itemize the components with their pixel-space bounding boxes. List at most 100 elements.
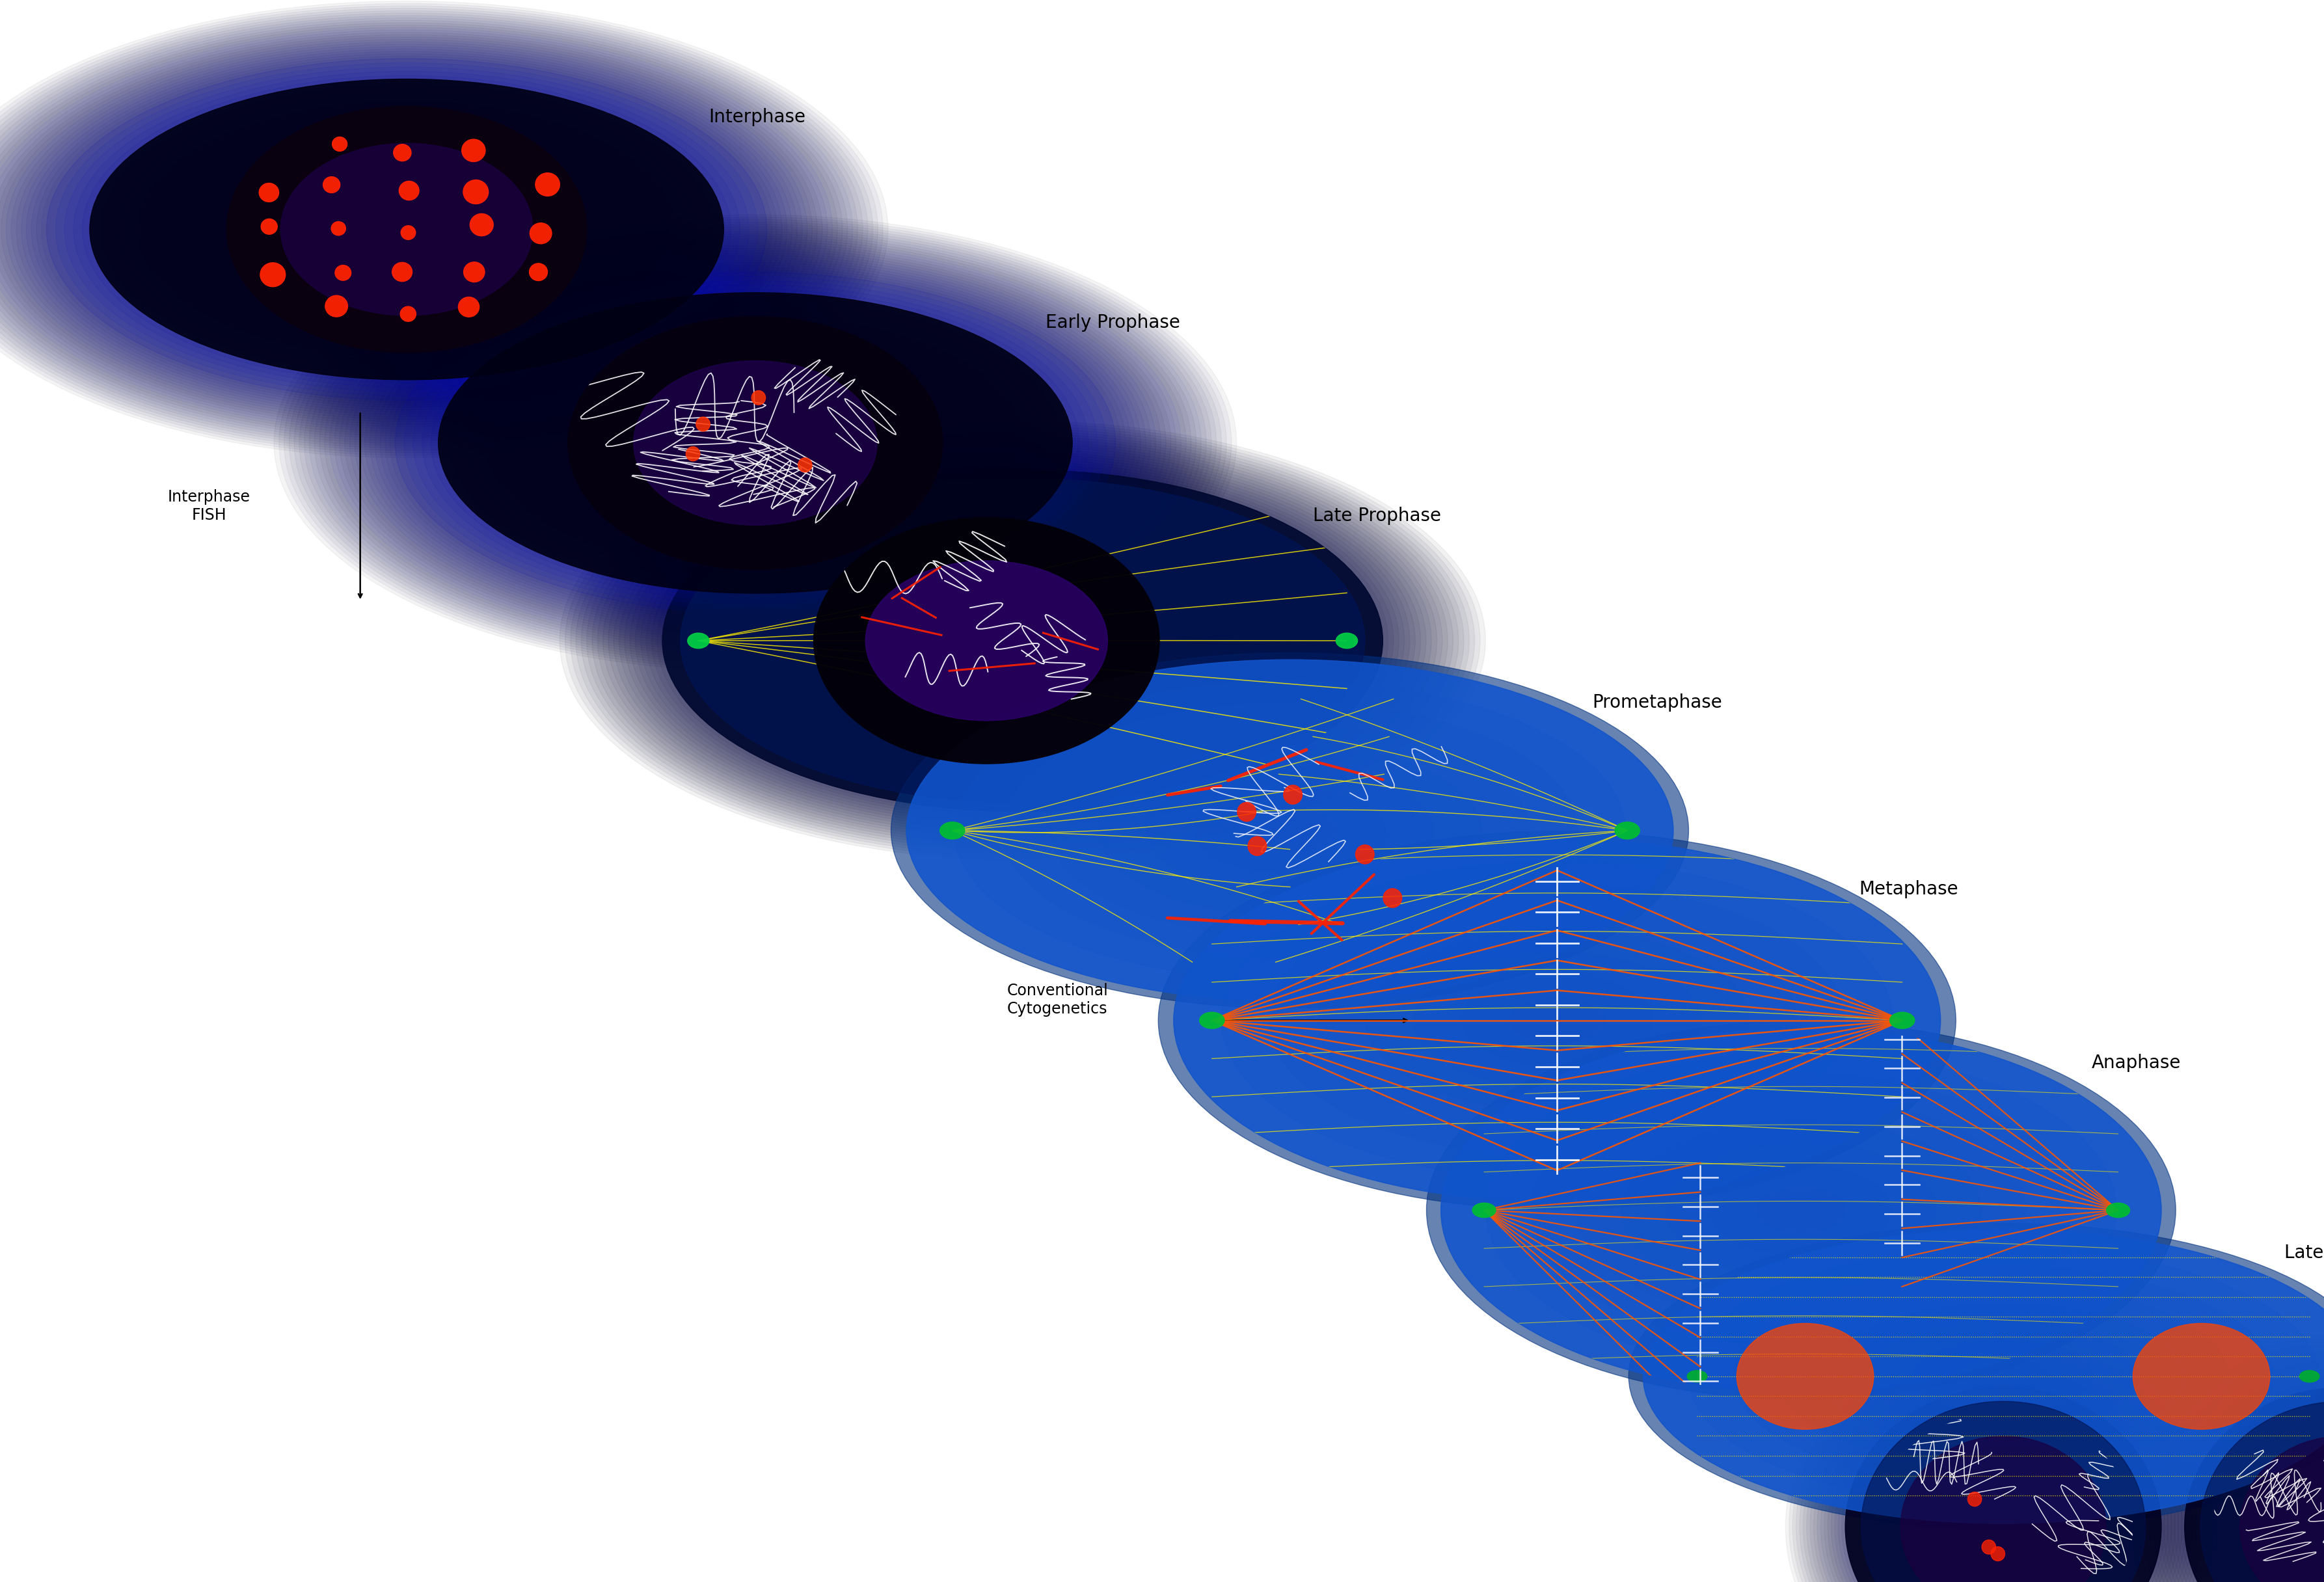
Ellipse shape [2133,1324,2271,1429]
Ellipse shape [646,462,1399,819]
Ellipse shape [1174,838,1941,1202]
Ellipse shape [1427,1020,2175,1400]
Ellipse shape [1355,845,1373,864]
Ellipse shape [1473,1202,1497,1218]
Ellipse shape [797,457,811,471]
Ellipse shape [813,517,1160,764]
Ellipse shape [400,180,418,201]
Ellipse shape [688,633,709,649]
Ellipse shape [1413,952,1701,1088]
Ellipse shape [332,221,346,236]
Ellipse shape [458,297,479,316]
Ellipse shape [91,79,723,380]
Ellipse shape [1868,1321,2138,1432]
Ellipse shape [486,315,1025,571]
Ellipse shape [1050,725,1529,937]
Ellipse shape [576,429,1469,853]
Ellipse shape [325,296,349,316]
Ellipse shape [586,433,1459,848]
Ellipse shape [1992,1547,2006,1561]
Ellipse shape [1666,1142,1936,1278]
Text: Early Prophase: Early Prophase [1046,313,1181,332]
Ellipse shape [260,218,277,234]
Ellipse shape [423,285,1088,601]
Ellipse shape [393,263,411,282]
Ellipse shape [662,470,1383,812]
Ellipse shape [462,180,488,204]
Ellipse shape [1822,1304,2185,1449]
Ellipse shape [335,266,351,280]
Ellipse shape [1734,1266,2273,1487]
Ellipse shape [906,660,1673,1001]
Ellipse shape [439,293,1071,593]
Ellipse shape [939,823,964,838]
Ellipse shape [100,84,713,375]
Ellipse shape [449,297,1062,589]
Ellipse shape [1157,831,1957,1210]
Ellipse shape [1336,633,1357,649]
Ellipse shape [1367,930,1750,1112]
Ellipse shape [1629,1223,2324,1530]
Ellipse shape [260,263,286,286]
Ellipse shape [400,307,416,321]
Ellipse shape [249,122,565,337]
Ellipse shape [1283,785,1301,804]
Ellipse shape [432,290,1078,596]
Ellipse shape [630,454,1415,827]
Ellipse shape [662,470,1383,812]
Ellipse shape [119,93,695,365]
Ellipse shape [469,214,493,236]
Ellipse shape [84,76,730,383]
Ellipse shape [1318,906,1796,1134]
Ellipse shape [1236,802,1255,821]
Ellipse shape [1687,1370,1708,1383]
Text: Interphase: Interphase [709,108,806,127]
Ellipse shape [272,138,541,321]
Ellipse shape [462,263,486,282]
Ellipse shape [530,223,551,244]
Ellipse shape [813,517,1160,764]
Ellipse shape [530,263,548,280]
Ellipse shape [567,316,944,570]
Ellipse shape [1710,1164,1892,1256]
Ellipse shape [1174,838,1941,1202]
Ellipse shape [1959,1357,2047,1395]
Ellipse shape [865,560,1109,721]
Ellipse shape [316,168,497,291]
Ellipse shape [332,138,346,152]
Ellipse shape [109,89,704,370]
Ellipse shape [1757,1188,1845,1232]
Ellipse shape [295,152,518,307]
Ellipse shape [1901,1436,2106,1582]
Ellipse shape [74,71,739,388]
Text: Late Prophase: Late Prophase [1313,506,1441,525]
Ellipse shape [414,280,1097,606]
Ellipse shape [1982,1539,1996,1554]
Ellipse shape [1222,861,1892,1180]
Ellipse shape [46,59,767,400]
Ellipse shape [458,302,1053,584]
Ellipse shape [602,441,1443,840]
Ellipse shape [467,307,1043,579]
Ellipse shape [2201,1402,2324,1582]
Ellipse shape [402,226,416,239]
Ellipse shape [597,440,1448,842]
Ellipse shape [614,446,1432,835]
Ellipse shape [1248,837,1267,856]
Ellipse shape [906,660,1673,1001]
Ellipse shape [567,316,944,570]
Ellipse shape [1845,1387,2161,1582]
Ellipse shape [697,418,711,432]
Ellipse shape [535,172,560,196]
Ellipse shape [581,432,1464,850]
Ellipse shape [1002,702,1578,959]
Ellipse shape [1622,1120,1980,1300]
Ellipse shape [1508,998,1606,1043]
Ellipse shape [1873,1413,2133,1582]
Ellipse shape [225,106,586,353]
Text: Metaphase: Metaphase [1859,880,1959,899]
Text: Interphase
FISH: Interphase FISH [167,489,251,524]
Ellipse shape [2106,1202,2129,1218]
Ellipse shape [1269,884,1845,1156]
Text: Prometaphase: Prometaphase [1592,693,1722,712]
